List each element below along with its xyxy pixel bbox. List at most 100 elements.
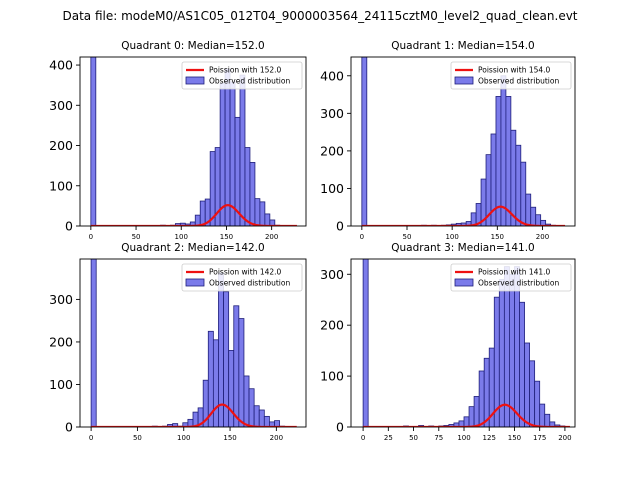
quadrant-3-legend-bar-swatch [454,278,474,287]
quadrant-0-y-tick-label: 400 [49,58,73,73]
quadrant-1-legend-line-label: Poission with 154.0 [478,66,551,75]
figure-title: Data file: modeM0/AS1C05_012T04_90000035… [62,9,577,23]
quadrant-1-y-tick-label: 300 [320,106,344,121]
quadrant-0-title: Quadrant 0: Median=152.0 [121,40,264,52]
quadrant-3-bar [473,396,480,427]
quadrant-1-x-tick-label: 200 [536,233,549,241]
quadrant-3-x-tick-label: 175 [533,434,546,442]
quadrant-2-x-tick-label: 200 [270,434,283,442]
quadrant-3-bar [544,413,551,427]
quadrant-2-axes-frame [79,258,307,428]
quadrant-0-legend-line-label: Poission with 152.0 [209,66,282,75]
quadrant-3-x-tick-label: 75 [434,434,443,442]
quadrant-0-bar [90,57,97,226]
quadrant-2-y-tick-label: 300 [49,292,73,307]
quadrant-3-x-tick-label: 25 [384,434,393,442]
quadrant-1-y-tick-label: 0 [336,219,344,234]
quadrant-3-x-tick-label: 150 [508,434,521,442]
quadrant-3-y-tick-label: 200 [320,318,344,333]
quadrant-2-y-tick-label: 200 [49,334,73,349]
quadrant-0-bar [219,82,226,226]
quadrant-3-bar [463,416,470,427]
quadrant-2-legend: Poission with 142.0 Observed distribution [181,263,303,292]
quadrant-0-legend-bar-swatch [185,76,205,85]
quadrant-2-title: Quadrant 2: Median=142.0 [121,242,264,254]
quadrant-2-bar [248,388,255,427]
quadrant-3-bar [534,380,541,427]
quadrant-2-y-tick-label: 0 [65,420,73,435]
quadrant-2-bar [243,375,250,427]
quadrant-3-title: Quadrant 3: Median=141.0 [391,242,534,254]
quadrant-3-bar [529,360,536,427]
quadrant-3-x-tick-label: 50 [409,434,418,442]
quadrant-2-bar [238,318,245,427]
quadrant-2-x-tick-label: 0 [89,434,93,442]
quadrant-3-y-tick-label: 100 [320,369,344,384]
quadrant-3-legend-bar-label: Observed distribution [478,279,559,288]
quadrant-3-y-tick-label: 300 [320,267,344,282]
quadrant-1-x-tick-label: 150 [491,233,504,241]
quadrant-2-legend-bar-swatch [185,278,205,287]
quadrant-0-bar [264,213,271,226]
quadrant-3-x-tick-label: 0 [361,434,365,442]
quadrant-3-bar [519,301,525,427]
quadrant-3-legend-box [450,263,572,292]
quadrant-2-legend-bar-label: Observed distribution [209,279,290,288]
quadrant-0-bar [199,200,206,226]
quadrant-3-panel: Quadrant 3: Median=141.0 0 100 200 300 0 25 50… [320,242,576,442]
quadrant-3-y-tick-label: 0 [336,420,344,435]
quadrant-0-bar [254,198,261,226]
quadrant-2-x-tick-label: 50 [133,434,142,442]
quadrant-0-y-tick-label: 100 [49,178,73,193]
quadrant-3-axes-frame [350,258,576,428]
quadrant-0-legend-bar-label: Observed distribution [209,77,290,86]
quadrant-0-bar [229,81,236,226]
quadrant-0-x-tick-label: 0 [89,233,93,241]
quadrant-1-legend-bar-swatch [454,76,474,85]
quadrant-1-legend-box [450,61,572,90]
quadrant-3-plot: 0 100 200 300 0 25 50 75 100 125 150 175 200 Poission… [320,258,576,442]
quadrant-1-bar [515,144,522,226]
quadrant-0-bar [259,201,266,226]
quadrant-2-x-tick-label: 150 [223,434,236,442]
quadrant-2-bar [263,415,270,427]
quadrant-1-x-tick-label: 100 [445,233,458,241]
quadrant-0-axes-frame [79,56,307,227]
quadrant-1-bar [361,57,368,226]
quadrant-2-legend-box [181,263,303,292]
quadrant-1-x-tick-label: 0 [360,233,364,241]
quadrant-3-x-tick-label: 125 [483,434,496,442]
quadrant-2-bar [212,339,219,427]
quadrant-2-bar [258,409,265,427]
quadrant-1-bar [530,206,537,226]
quadrant-3-x-tick-label: 100 [457,434,470,442]
quadrant-0-x-tick-label: 100 [175,233,188,241]
quadrant-1-legend: Poission with 154.0 Observed distribution [450,61,572,90]
quadrant-2-bar [172,423,179,427]
quadrant-2-plot: 0 100 200 300 0 50 100 150 200 Poission with 142.… [49,258,307,442]
quadrant-1-y-tick-label: 400 [320,68,344,83]
quadrant-3-plot-area [362,259,570,427]
quadrant-0-plot: 0 100 200 300 400 0 50 100 150 200 Poission with 1… [49,56,307,241]
quadrant-2-bar [90,259,97,427]
quadrant-2-bar [228,350,235,427]
quadrant-0-y-tick-label: 0 [65,219,73,234]
quadrant-0-bar [224,68,231,226]
quadrant-1-y-tick-label: 200 [320,143,344,158]
quadrant-2-panel: Quadrant 2: Median=142.0 0 100 200 300 0 50 10… [49,242,307,442]
quadrant-0-bar [249,162,256,226]
quadrant-2-bar [233,305,240,427]
quadrant-1-bar [520,161,527,226]
quadrant-3-legend: Poission with 141.0 Observed distribution [450,263,572,292]
quadrant-0-x-tick-label: 150 [220,233,233,241]
quadrant-0-x-tick-label: 50 [132,233,141,241]
quadrant-3-bar [468,406,475,427]
quadrant-1-bar [500,75,507,226]
quadrant-1-bar [510,129,517,226]
quadrant-0-bar [239,74,246,226]
quadrant-1-legend-bar-label: Observed distribution [478,77,559,86]
quadrant-1-x-tick-label: 50 [403,233,412,241]
quadrant-2-legend-line-label: Poission with 142.0 [209,268,282,277]
quadrant-0-legend: Poission with 152.0 Observed distribution [181,61,303,90]
